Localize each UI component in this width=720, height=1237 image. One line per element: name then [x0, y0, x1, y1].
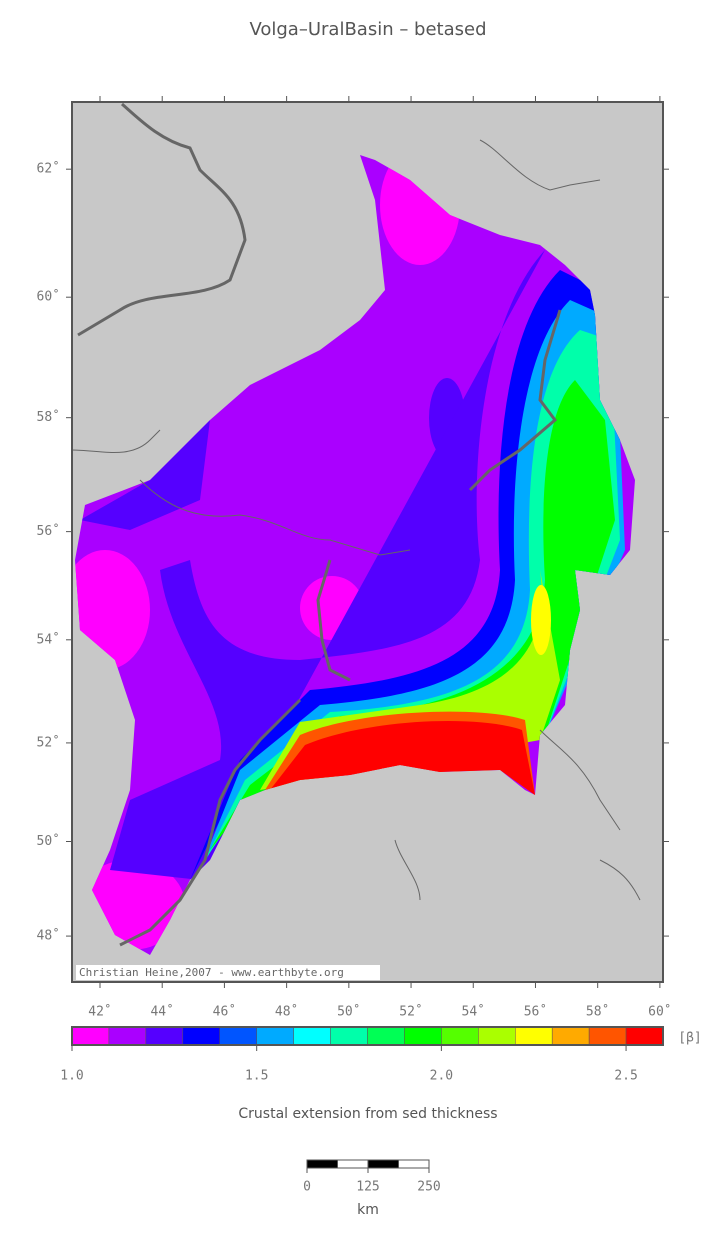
y-tick-label: 58˚ — [37, 409, 60, 425]
x-tick-label: 46˚ — [213, 1004, 236, 1020]
y-tick-label: 62˚ — [37, 161, 60, 177]
x-tick-label: 48˚ — [275, 1004, 298, 1020]
scale-bar-segment — [367, 1159, 399, 1169]
scale-unit: km — [357, 1202, 379, 1218]
colorbar-segment — [588, 1026, 627, 1046]
colorbar-tick-label: 2.5 — [614, 1069, 637, 1084]
colorbar-segment — [515, 1026, 553, 1046]
scale-bar-segment — [306, 1159, 338, 1169]
colorbar-segment — [367, 1026, 405, 1046]
scale-bar-segment — [398, 1159, 430, 1169]
map-frame — [71, 101, 664, 983]
y-tick-label: 52˚ — [37, 734, 60, 750]
colorbar-segment — [478, 1026, 516, 1046]
y-tick-label: 50˚ — [37, 833, 60, 849]
colorbar-segment — [404, 1026, 442, 1046]
colorbar-tick-label: 1.5 — [245, 1069, 268, 1084]
scale-bar-label: 125 — [356, 1180, 379, 1195]
y-tick-label: 54˚ — [37, 631, 60, 647]
credit: Christian Heine,2007 - www.earthbyte.org — [79, 966, 344, 979]
colorbar-unit: [β] — [678, 1031, 701, 1046]
coastlines — [72, 102, 641, 947]
x-tick-label: 44˚ — [150, 1004, 173, 1020]
colorbar-frame — [71, 1026, 664, 1046]
colorbar-caption: Crustal extension from sed thickness — [238, 1106, 497, 1122]
x-tick-label: 58˚ — [586, 1004, 609, 1020]
scale-bar-label: 0 — [303, 1180, 311, 1195]
colorbar-segment — [441, 1026, 479, 1046]
x-tick-label: 52˚ — [399, 1004, 422, 1020]
colorbar-segment — [145, 1026, 184, 1046]
colorbar-segment — [625, 1026, 664, 1046]
scale-bar-label: 250 — [417, 1180, 440, 1195]
colorbar-segment — [182, 1026, 220, 1046]
scale-bar-segment — [337, 1159, 369, 1169]
x-tick-label: 50˚ — [337, 1004, 360, 1020]
x-tick-label: 60˚ — [648, 1004, 671, 1020]
credit-box — [76, 965, 380, 980]
colorbar-tick-label: 1.0 — [60, 1069, 83, 1084]
colorbar-segment — [293, 1026, 331, 1046]
colorbar-segment — [71, 1026, 110, 1046]
x-tick-label: 42˚ — [88, 1004, 111, 1020]
colorbar-segment — [551, 1026, 590, 1046]
colorbar-segment — [108, 1026, 147, 1046]
beta-field — [80, 420, 210, 530]
colorbar-segment — [256, 1026, 294, 1046]
y-tick-label: 60˚ — [37, 289, 60, 305]
colorbar-segment — [219, 1026, 257, 1046]
y-tick-label: 56˚ — [37, 523, 60, 539]
beta-field — [110, 250, 545, 880]
colorbar-segment — [330, 1026, 368, 1046]
beta-field — [531, 585, 551, 655]
colorbar-tick-label: 2.0 — [430, 1069, 453, 1084]
map-title: Volga–UralBasin – betased — [249, 19, 486, 40]
x-tick-label: 56˚ — [524, 1004, 547, 1020]
x-tick-label: 54˚ — [462, 1004, 485, 1020]
y-tick-label: 48˚ — [37, 928, 60, 944]
